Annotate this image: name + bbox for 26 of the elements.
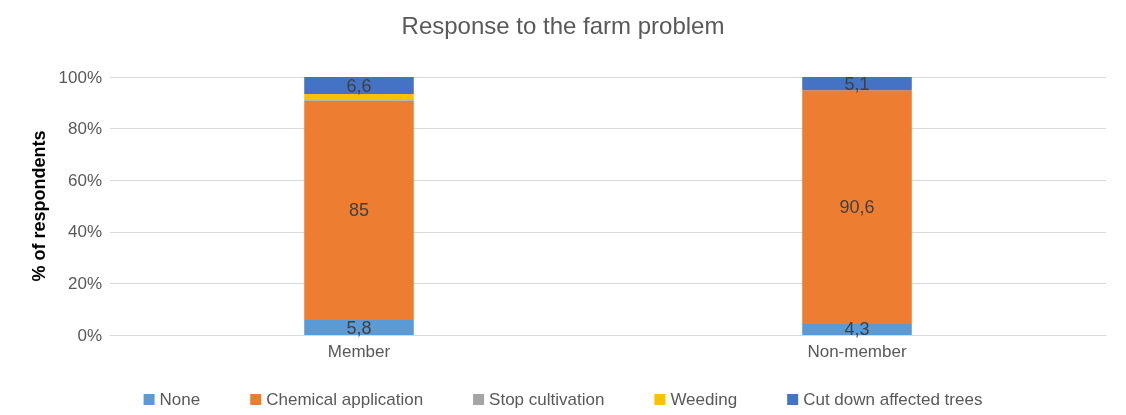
x-tick-label: Non-member bbox=[807, 342, 907, 361]
data-label: 5,1 bbox=[844, 73, 870, 94]
data-label: 6,6 bbox=[346, 75, 372, 96]
data-label: 85 bbox=[348, 200, 370, 221]
bar bbox=[304, 94, 414, 100]
bar bbox=[304, 100, 414, 321]
chart-title: Response to the farm problem bbox=[401, 11, 725, 39]
data-label: 90,6 bbox=[839, 197, 875, 218]
bar bbox=[304, 77, 414, 95]
y-tick-label: 100% bbox=[58, 67, 102, 87]
data-label: 5,8 bbox=[346, 317, 372, 338]
legend-label: Weeding bbox=[670, 390, 738, 409]
y-tick-label: 60% bbox=[67, 170, 102, 190]
legend-label: Cut down affected trees bbox=[803, 390, 983, 409]
y-tick-label: 0% bbox=[77, 325, 102, 345]
bar bbox=[304, 320, 414, 335]
legend-label: None bbox=[159, 390, 201, 409]
legend-label: Chemical application bbox=[266, 390, 424, 409]
y-axis-title: % of respondents bbox=[28, 130, 49, 282]
y-tick-label: 20% bbox=[67, 273, 102, 293]
bar bbox=[802, 77, 912, 91]
data-label: 4,3 bbox=[844, 319, 870, 340]
x-tick-label: Member bbox=[327, 342, 391, 361]
y-tick-label: 40% bbox=[67, 222, 102, 242]
legend-label: Stop cultivation bbox=[489, 390, 605, 409]
y-tick-label: 80% bbox=[67, 119, 102, 139]
